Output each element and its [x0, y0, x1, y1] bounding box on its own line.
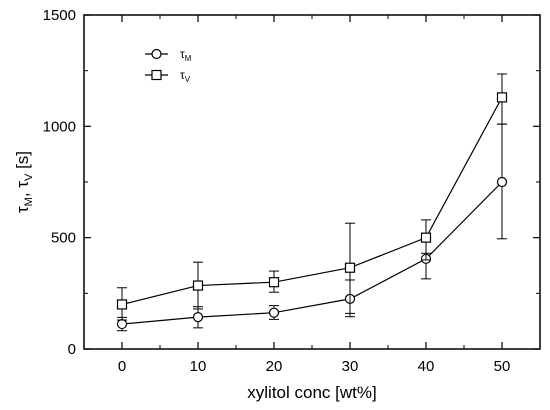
x-tick-label: 0	[118, 358, 126, 375]
y-axis-title-sub2: V	[23, 173, 35, 181]
series-M	[116, 123, 508, 332]
y-axis-title-unit: [s]	[13, 151, 32, 174]
plot-frame	[83, 14, 541, 350]
y-tick-label: 0	[68, 341, 76, 358]
y-axis-title-sep: , τ	[13, 181, 32, 197]
series-V	[116, 73, 508, 321]
legend-label-main: τ	[180, 68, 185, 82]
x-axis-title: xylitol conc [wt%]	[247, 383, 376, 402]
data-point-circle	[192, 312, 204, 323]
legend-label-sub: M	[185, 54, 192, 63]
data-point-square	[116, 299, 128, 310]
legend-label: τM	[180, 47, 192, 63]
data-point-circle	[496, 176, 508, 188]
data-point-circle	[116, 318, 128, 330]
data-point-square	[268, 277, 280, 288]
y-axis-title-sub1: M	[23, 197, 35, 206]
series-line	[121, 181, 503, 325]
y-tick-label: 500	[51, 230, 76, 247]
data-point-square	[192, 280, 204, 291]
data-point-square	[496, 92, 508, 103]
x-tick-label: 40	[418, 358, 435, 375]
y-axis-title-main: τ	[13, 206, 32, 213]
x-tick-label: 20	[266, 358, 283, 375]
x-tick-label: 30	[342, 358, 359, 375]
x-tick-label: 10	[190, 358, 207, 375]
legend-label-sub: V	[185, 75, 191, 84]
legend-label-main: τ	[180, 47, 185, 61]
data-point-square	[344, 262, 356, 273]
y-tick-label: 1000	[43, 118, 76, 135]
y-axis-title: τM, τV [s]	[13, 151, 35, 213]
series-line	[121, 97, 503, 306]
legend-marker-square	[151, 69, 162, 81]
data-point-circle	[268, 307, 280, 318]
legend-label: τV	[180, 68, 191, 84]
y-tick-label: 1500	[43, 7, 76, 24]
legend-marker-circle	[151, 48, 162, 60]
data-point-square	[420, 232, 432, 243]
x-tick-label: 50	[494, 358, 511, 375]
